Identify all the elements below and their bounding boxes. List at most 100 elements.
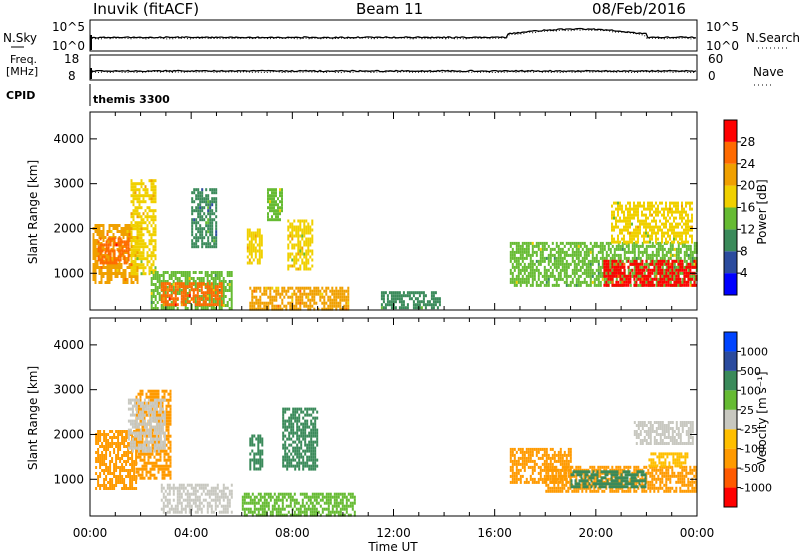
data-cell <box>138 224 141 228</box>
data-cell <box>155 431 158 435</box>
data-cell <box>204 297 207 301</box>
data-cell <box>139 428 142 432</box>
data-cell <box>533 244 536 248</box>
data-cell <box>147 446 150 450</box>
data-cell <box>100 272 103 275</box>
data-cell <box>691 234 693 238</box>
data-cell <box>230 295 233 298</box>
data-cell <box>517 277 520 281</box>
colorbar-tick-label: 12 <box>740 222 755 236</box>
data-cell <box>204 492 207 496</box>
data-cell <box>248 258 251 262</box>
data-cell <box>569 241 572 245</box>
data-cell <box>651 225 653 229</box>
data-cell <box>595 241 598 245</box>
data-cell <box>131 398 134 402</box>
data-cell <box>525 268 528 272</box>
data-cell <box>148 272 151 276</box>
data-cell <box>271 194 273 198</box>
data-cell <box>573 283 576 287</box>
data-cell <box>149 422 152 426</box>
data-cell <box>212 283 215 286</box>
data-cell <box>561 265 564 269</box>
data-cell <box>687 268 690 272</box>
data-cell <box>269 203 271 207</box>
data-cell <box>529 241 532 245</box>
data-cell <box>299 289 302 293</box>
data-cell <box>154 266 157 270</box>
data-cell <box>120 230 123 233</box>
data-cell <box>121 466 124 469</box>
data-cell <box>627 210 629 214</box>
data-cell <box>215 236 218 240</box>
data-cell <box>162 510 165 514</box>
data-cell <box>199 203 202 207</box>
data-cell <box>228 498 231 502</box>
data-cell <box>424 294 427 298</box>
y-tick-label: 1000 <box>53 266 84 280</box>
data-cell <box>631 259 634 263</box>
data-cell <box>124 278 127 281</box>
data-cell <box>265 286 268 290</box>
data-cell <box>246 237 249 241</box>
data-cell <box>214 303 217 307</box>
data-cell <box>213 239 216 243</box>
data-cell <box>99 466 102 469</box>
data-cell <box>228 280 231 283</box>
data-cell <box>206 282 209 286</box>
data-cell <box>152 271 155 274</box>
data-cell <box>673 271 676 275</box>
data-cell <box>653 274 656 278</box>
data-cell <box>122 230 125 233</box>
data-cell <box>97 249 100 253</box>
data-cell <box>200 291 203 295</box>
data-cell <box>633 207 635 211</box>
data-cell <box>164 271 167 274</box>
data-cell <box>683 222 685 226</box>
data-cell <box>196 294 199 298</box>
data-cell <box>161 470 164 474</box>
data-cell <box>633 201 635 205</box>
data-cell <box>627 250 630 254</box>
data-cell <box>155 449 158 453</box>
data-cell <box>509 280 512 284</box>
data-cell <box>167 398 170 402</box>
data-cell <box>434 300 437 304</box>
data-cell <box>687 283 690 287</box>
data-cell <box>115 481 118 484</box>
data-cell <box>151 416 154 420</box>
data-cell <box>119 255 122 259</box>
data-cell <box>148 269 151 273</box>
data-cell <box>685 274 688 278</box>
data-cell <box>162 285 165 289</box>
data-cell <box>118 251 121 254</box>
data-cell <box>259 507 262 511</box>
data-cell <box>112 254 115 257</box>
data-cell <box>132 272 135 276</box>
data-cell <box>331 307 334 311</box>
data-cell <box>209 233 212 237</box>
data-cell <box>130 215 133 219</box>
data-cell <box>113 472 116 475</box>
data-cell <box>291 246 294 250</box>
data-cell <box>613 253 616 257</box>
data-cell <box>103 433 106 436</box>
data-cell <box>671 262 674 266</box>
data-cell <box>180 501 183 505</box>
data-cell <box>667 213 669 217</box>
data-cell <box>637 228 639 232</box>
data-cell <box>216 486 219 490</box>
data-cell <box>190 304 193 307</box>
data-cell <box>511 253 514 257</box>
data-cell <box>279 292 282 296</box>
data-cell <box>623 234 625 238</box>
data-cell <box>633 237 635 241</box>
data-cell <box>380 294 383 298</box>
data-cell <box>655 240 657 244</box>
data-cell <box>122 269 125 272</box>
data-cell <box>196 504 199 508</box>
data-cell <box>133 463 136 466</box>
data-cell <box>216 274 219 277</box>
data-cell <box>327 295 330 299</box>
data-cell <box>639 268 642 272</box>
